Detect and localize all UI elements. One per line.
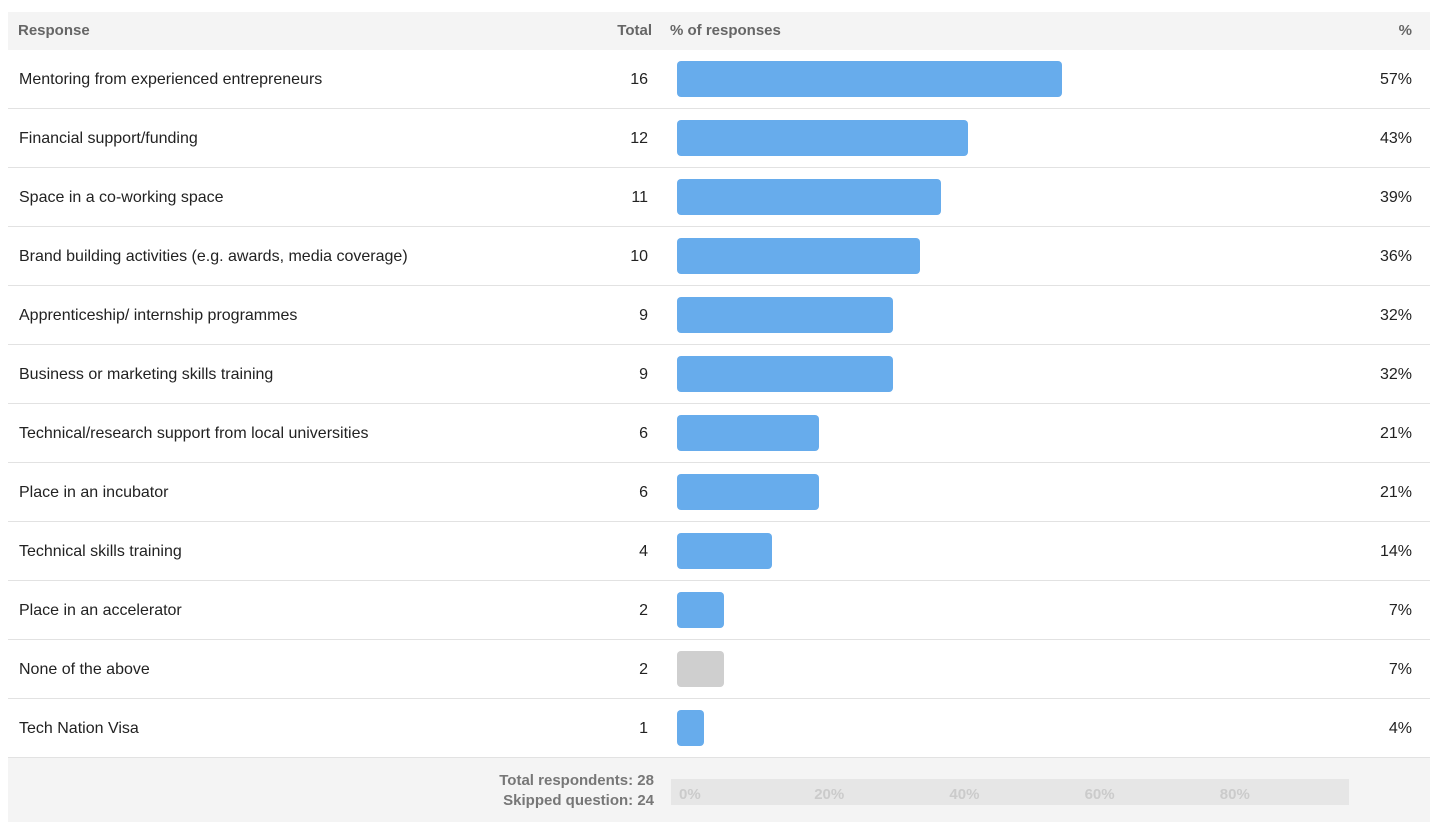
x-tick-label: 60% [1084,786,1115,803]
total-respondents: Total respondents: 28 [499,772,654,789]
table-row: Place in an accelerator 2 7% [8,581,1430,640]
response-bar [677,651,725,687]
response-percent: 36% [1379,248,1412,265]
response-bar [677,238,921,274]
header-percent-of-responses: % of responses [670,22,781,39]
bar-track [677,474,1353,510]
response-percent: 21% [1379,425,1412,442]
table-body: Mentoring from experienced entrepreneurs… [8,50,1430,758]
response-total: 4 [639,543,648,560]
bar-track [677,356,1353,392]
table-row: Technical skills training 4 14% [8,522,1430,581]
response-total: 9 [639,307,648,324]
response-percent: 21% [1379,484,1412,501]
response-bar [677,474,819,510]
response-percent: 32% [1379,366,1412,383]
response-bar [677,710,705,746]
response-total: 6 [639,484,648,501]
bar-track [677,238,1353,274]
bar-track [677,651,1353,687]
response-percent: 39% [1379,189,1412,206]
table-footer: Total respondents: 28 Skipped question: … [8,758,1430,822]
response-total: 2 [639,602,648,619]
response-label: Tech Nation Visa [19,720,139,737]
response-label: Business or marketing skills training [19,366,274,383]
response-percent: 14% [1379,543,1412,560]
table-row: Apprenticeship/ internship programmes 9 32… [8,286,1430,345]
response-table: Response Total % of responses % Mentorin… [8,12,1430,822]
response-total: 12 [630,130,648,147]
bar-track [677,710,1353,746]
footer-totals: Total respondents: 28 Skipped question: … [499,771,654,811]
x-tick-label: 80% [1219,786,1250,803]
response-total: 16 [630,71,648,88]
response-total: 11 [631,189,648,206]
table-row: Technical/research support from local un… [8,404,1430,463]
response-label: Apprenticeship/ internship programmes [19,307,298,324]
table-row: Business or marketing skills training 9 32… [8,345,1430,404]
x-axis: 0% 20% 40% 60% 80% [671,779,1349,805]
response-label: None of the above [19,661,150,678]
x-tick-label: 40% [949,786,980,803]
response-bar [677,533,772,569]
response-percent: 32% [1379,307,1412,324]
response-percent: 7% [1388,602,1412,619]
response-label: Technical skills training [19,543,182,560]
response-bar [677,179,941,215]
bar-track [677,120,1353,156]
table-row: Financial support/funding 12 43% [8,109,1430,168]
header-percent: % [1398,22,1412,39]
table-row: Space in a co-working space 11 39% [8,168,1430,227]
response-percent: 43% [1379,130,1412,147]
response-bar [677,356,894,392]
bar-track [677,179,1353,215]
response-label: Mentoring from experienced entrepreneurs [19,71,323,88]
response-bar [677,297,894,333]
table-row: Tech Nation Visa 1 4% [8,699,1430,758]
response-label: Place in an accelerator [19,602,182,619]
response-percent: 7% [1388,661,1412,678]
response-total: 10 [630,248,648,265]
response-label: Brand building activities (e.g. awards, … [19,248,408,265]
response-bar [677,61,1063,97]
response-bar [677,415,819,451]
response-percent: 57% [1379,71,1412,88]
bar-track [677,61,1353,97]
response-label: Space in a co-working space [19,189,224,206]
table-row: None of the above 2 7% [8,640,1430,699]
response-total: 1 [639,720,648,737]
header-response: Response [18,22,90,39]
x-tick-label: 20% [814,786,845,803]
table-row: Brand building activities (e.g. awards, … [8,227,1430,286]
response-total: 9 [639,366,648,383]
response-label: Place in an incubator [19,484,169,501]
bar-track [677,533,1353,569]
header-total: Total [617,22,652,39]
response-label: Technical/research support from local un… [19,425,369,442]
bar-track [677,297,1353,333]
response-label: Financial support/funding [19,130,198,147]
x-tick-label: 0% [679,786,701,803]
response-bar [677,120,968,156]
bar-track [677,592,1353,628]
response-total: 2 [639,661,648,678]
response-total: 6 [639,425,648,442]
bar-track [677,415,1353,451]
response-bar [677,592,725,628]
response-percent: 4% [1388,720,1412,737]
table-header: Response Total % of responses % [8,12,1430,50]
table-row: Mentoring from experienced entrepreneurs… [8,50,1430,109]
table-row: Place in an incubator 6 21% [8,463,1430,522]
skipped-question: Skipped question: 24 [503,792,654,809]
